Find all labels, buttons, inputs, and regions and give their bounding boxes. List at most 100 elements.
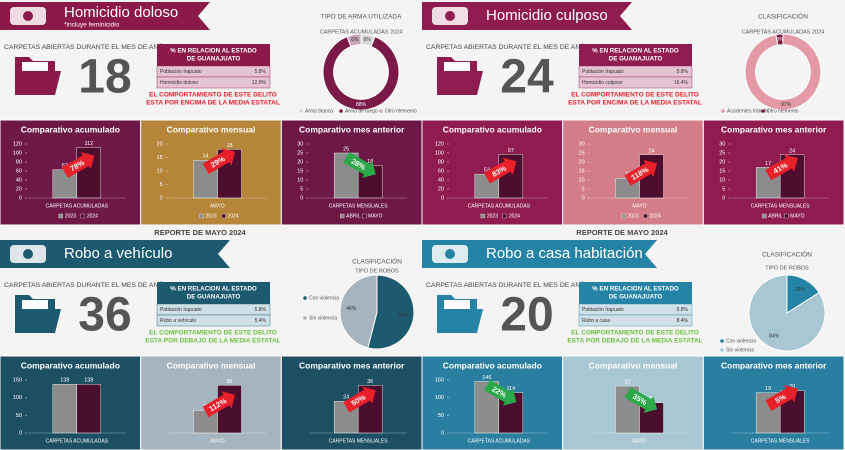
y-tick-label: 25 <box>297 150 303 156</box>
y-tick-label: 15 <box>157 155 163 161</box>
table-cell: Robo a vehículo <box>160 318 196 324</box>
legend-label: Arma de fuego <box>345 108 378 114</box>
legend-label: MAYO <box>790 213 804 219</box>
title-banner <box>0 240 230 268</box>
banner-icon-dot <box>445 249 455 259</box>
message: ESTA POR ENCIMA DE LA MEDIA ESTATAL <box>146 100 280 107</box>
legend-label: 2024 <box>87 213 98 219</box>
chart-title: Comparativo mensual <box>167 124 256 134</box>
legend-marker <box>340 213 345 219</box>
legend-label: Otro elemento <box>385 108 417 114</box>
panel-title: Robo a casa habitación <box>486 245 643 262</box>
y-tick-label: 120 <box>13 141 22 147</box>
bar-value-label: 31 <box>624 380 630 386</box>
legend-marker <box>720 339 724 343</box>
y-tick-label: 20 <box>297 159 303 165</box>
count: 24 <box>500 51 554 104</box>
y-tick-label: 30 <box>297 141 303 147</box>
y-tick-label: 15 <box>297 168 303 174</box>
legend-marker <box>299 109 303 113</box>
chart-title: Comparativo mes anterior <box>299 360 405 370</box>
count-label: CARPETAS ABIERTAS DURANTE EL MES DE ANÁL… <box>4 280 180 289</box>
y-tick-label: 100 <box>13 150 22 156</box>
x-tick-label: CARPETAS MENSUALES <box>751 203 810 209</box>
change-arrow <box>765 154 798 181</box>
bar-value-label: 14 <box>202 154 208 160</box>
legend-label: ABRIL <box>346 213 361 219</box>
legend-marker <box>720 348 724 352</box>
table-cell: 5.8% <box>677 69 689 75</box>
change-arrow <box>343 152 376 178</box>
x-tick-label: CARPETAS MENSUALES <box>329 438 388 444</box>
bar-value-label: 112 <box>84 141 93 147</box>
count: 18 <box>78 51 131 104</box>
y-tick-label: 20 <box>579 159 585 165</box>
table-cell: Población Irapuato <box>160 307 202 313</box>
title-banner <box>422 2 632 30</box>
change-arrow <box>343 386 376 413</box>
table-cell: Robo a casa <box>582 318 610 324</box>
table-cell: Población Irapuato <box>582 69 624 75</box>
legend-marker <box>303 316 307 320</box>
pie-subtitle: TIPO DE ROBOS <box>355 268 399 274</box>
legend-label: ABRIL <box>768 213 783 219</box>
chart-title: Comparativo acumulado <box>21 360 120 370</box>
title-banner <box>422 240 657 268</box>
folder-front <box>437 309 483 333</box>
slice-label: 97% <box>781 102 792 108</box>
change-annotation: 83% <box>483 157 517 184</box>
table-cell: 12.9% <box>252 80 267 86</box>
bar-value-label: 18 <box>226 143 232 149</box>
y-tick-label: 120 <box>435 141 444 147</box>
message: EL COMPORTAMIENTO DE ESTE DELITO <box>149 330 277 337</box>
pie-title: CLASIFICACIÓN <box>762 250 812 259</box>
count: 20 <box>500 289 553 342</box>
chart-title: Comparativo acumulado <box>21 124 120 134</box>
table-header-text: DE GUANAJUATO <box>187 294 241 301</box>
legend-label: Con violencia <box>726 338 756 344</box>
y-tick-label: 0 <box>722 195 725 201</box>
legend-marker <box>480 213 485 219</box>
count-label: CARPETAS ABIERTAS DURANTE EL MES DE ANÁL… <box>4 42 180 51</box>
report-label: REPORTE DE MAYO 2024 <box>576 228 668 237</box>
y-tick-label: 10 <box>579 177 585 183</box>
panel-title: Robo a vehículo <box>64 245 172 262</box>
panel-title: Homicidio culposo <box>486 7 608 24</box>
legend-marker <box>621 213 626 219</box>
y-tick-label: 20 <box>157 141 163 147</box>
x-tick-label: CARPETAS ACUMULADAS <box>46 438 109 444</box>
count: 36 <box>78 289 131 342</box>
pie-subtitle: CARPETAS ACUMULADAS 2024 <box>320 29 402 35</box>
y-tick-label: 15 <box>579 168 585 174</box>
change-arrow <box>483 379 517 406</box>
y-tick-label: 100 <box>435 395 444 401</box>
bar-value-label: 19 <box>765 386 771 392</box>
bar-value-label: 36 <box>226 379 232 385</box>
legend-label: 2023 <box>65 213 76 219</box>
panel-title: Homicidio doloso <box>64 4 178 21</box>
y-tick-label: 0 <box>19 195 22 201</box>
legend-marker <box>643 213 648 219</box>
message: EL COMPORTAMIENTO DE ESTE DELITO <box>149 92 277 99</box>
bar-value-label: 114 <box>506 386 515 392</box>
table-header <box>579 282 692 304</box>
bar-value-label: 97 <box>508 148 514 154</box>
pie-title: TIPO DE ARMA UTILIZADA <box>321 14 403 21</box>
change-annotation: 50% <box>343 386 376 413</box>
y-tick-label: 5 <box>722 186 725 192</box>
table-cell: Población Irapuato <box>160 69 202 75</box>
y-tick-label: 15 <box>719 168 725 174</box>
y-tick-label: 60 <box>438 168 444 174</box>
y-tick-label: 5 <box>582 186 585 192</box>
change-annotation: 41% <box>765 154 798 181</box>
y-tick-label: 25 <box>579 150 585 156</box>
legend-label: Arma blanca <box>305 108 333 114</box>
pie-slice <box>322 36 400 111</box>
y-tick-label: 0 <box>300 195 303 201</box>
x-tick-label: CARPETAS ACUMULADAS <box>468 438 531 444</box>
legend-label: Con violencia <box>309 295 339 301</box>
y-tick-label: 60 <box>16 168 22 174</box>
change-annotation: 22% <box>483 379 517 406</box>
banner-icon-dot <box>23 11 33 21</box>
bar-value-label: 24 <box>789 148 795 154</box>
